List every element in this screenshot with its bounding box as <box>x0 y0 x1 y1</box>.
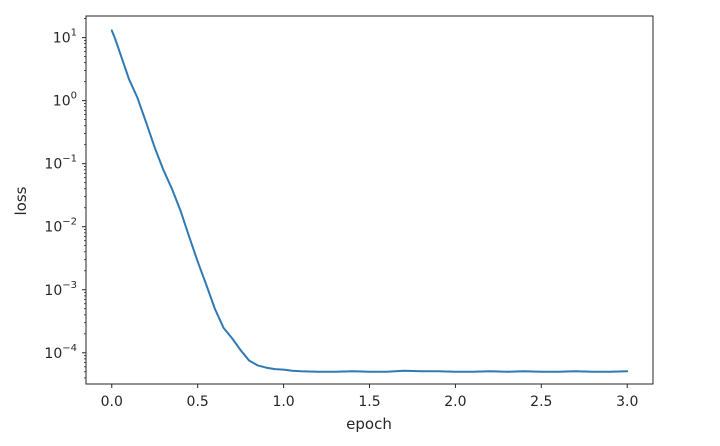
y-tick-label-base: 10 <box>44 346 62 362</box>
x-tick-label: 2.0 <box>444 394 466 410</box>
y-tick-label-exponent: −4 <box>62 343 77 354</box>
x-axis-label: epoch <box>346 415 392 433</box>
y-tick-label-base: 10 <box>44 283 62 299</box>
y-tick-label-base: 10 <box>53 31 71 47</box>
y-tick-label-base: 10 <box>44 220 62 236</box>
x-tick-label: 0.0 <box>101 394 123 410</box>
loss-series-line <box>110 29 629 373</box>
y-tick-label: 101 <box>53 28 77 47</box>
y-tick-label-base: 10 <box>44 157 62 173</box>
x-tick-label: 0.5 <box>187 394 209 410</box>
y-tick-label: 10−2 <box>44 217 77 236</box>
y-tick-label: 100 <box>53 91 77 110</box>
y-axis-label: loss <box>12 186 30 215</box>
y-tick-label-exponent: −3 <box>62 280 77 291</box>
y-tick-label-base: 10 <box>53 94 71 110</box>
y-tick-label-exponent: −2 <box>62 217 77 228</box>
y-tick-label: 10−4 <box>44 343 77 362</box>
y-tick-label-exponent: 0 <box>71 91 77 102</box>
plot-frame <box>85 15 654 385</box>
x-tick-label: 2.5 <box>530 394 552 410</box>
x-tick-label: 3.0 <box>616 394 638 410</box>
y-tick-label: 10−3 <box>44 280 77 299</box>
y-tick-label-exponent: 1 <box>71 28 77 39</box>
x-tick-label: 1.5 <box>358 394 380 410</box>
y-tick-label: 10−1 <box>44 154 77 173</box>
x-tick-label: 1.0 <box>272 394 294 410</box>
y-tick-label-exponent: −1 <box>62 154 77 165</box>
